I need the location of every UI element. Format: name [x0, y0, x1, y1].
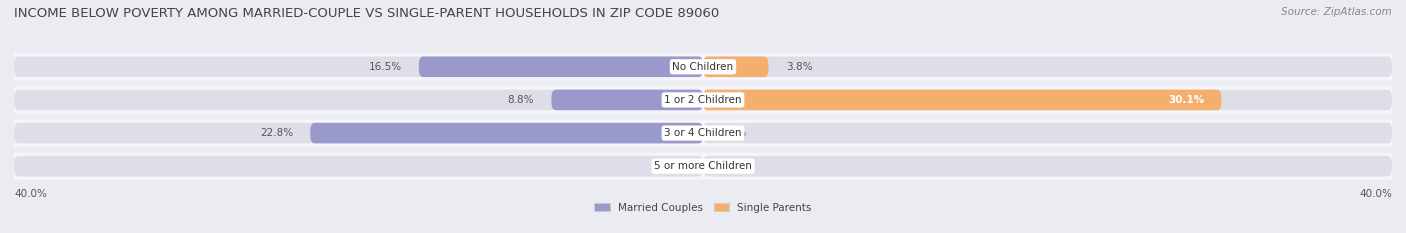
FancyBboxPatch shape [6, 86, 1400, 113]
Text: 0.0%: 0.0% [720, 128, 747, 138]
FancyBboxPatch shape [6, 120, 1400, 147]
Legend: Married Couples, Single Parents: Married Couples, Single Parents [595, 203, 811, 213]
FancyBboxPatch shape [14, 156, 703, 176]
Text: 3.8%: 3.8% [786, 62, 813, 72]
Text: 40.0%: 40.0% [1360, 189, 1392, 199]
Text: 8.8%: 8.8% [508, 95, 534, 105]
FancyBboxPatch shape [703, 57, 769, 77]
Text: 22.8%: 22.8% [260, 128, 292, 138]
FancyBboxPatch shape [14, 90, 703, 110]
FancyBboxPatch shape [311, 123, 703, 143]
Text: 30.1%: 30.1% [1168, 95, 1204, 105]
FancyBboxPatch shape [703, 90, 1392, 110]
Text: INCOME BELOW POVERTY AMONG MARRIED-COUPLE VS SINGLE-PARENT HOUSEHOLDS IN ZIP COD: INCOME BELOW POVERTY AMONG MARRIED-COUPL… [14, 7, 720, 20]
Text: 16.5%: 16.5% [368, 62, 402, 72]
Text: 0.0%: 0.0% [720, 161, 747, 171]
Text: Source: ZipAtlas.com: Source: ZipAtlas.com [1281, 7, 1392, 17]
Text: 40.0%: 40.0% [14, 189, 46, 199]
FancyBboxPatch shape [703, 57, 1392, 77]
Text: 5 or more Children: 5 or more Children [654, 161, 752, 171]
FancyBboxPatch shape [551, 90, 703, 110]
Text: 3 or 4 Children: 3 or 4 Children [664, 128, 742, 138]
FancyBboxPatch shape [703, 123, 1392, 143]
FancyBboxPatch shape [703, 156, 1392, 176]
Text: No Children: No Children [672, 62, 734, 72]
FancyBboxPatch shape [703, 90, 1222, 110]
Text: 0.0%: 0.0% [659, 161, 686, 171]
FancyBboxPatch shape [419, 57, 703, 77]
FancyBboxPatch shape [14, 123, 703, 143]
Text: 1 or 2 Children: 1 or 2 Children [664, 95, 742, 105]
FancyBboxPatch shape [14, 57, 703, 77]
FancyBboxPatch shape [6, 153, 1400, 180]
FancyBboxPatch shape [6, 53, 1400, 80]
